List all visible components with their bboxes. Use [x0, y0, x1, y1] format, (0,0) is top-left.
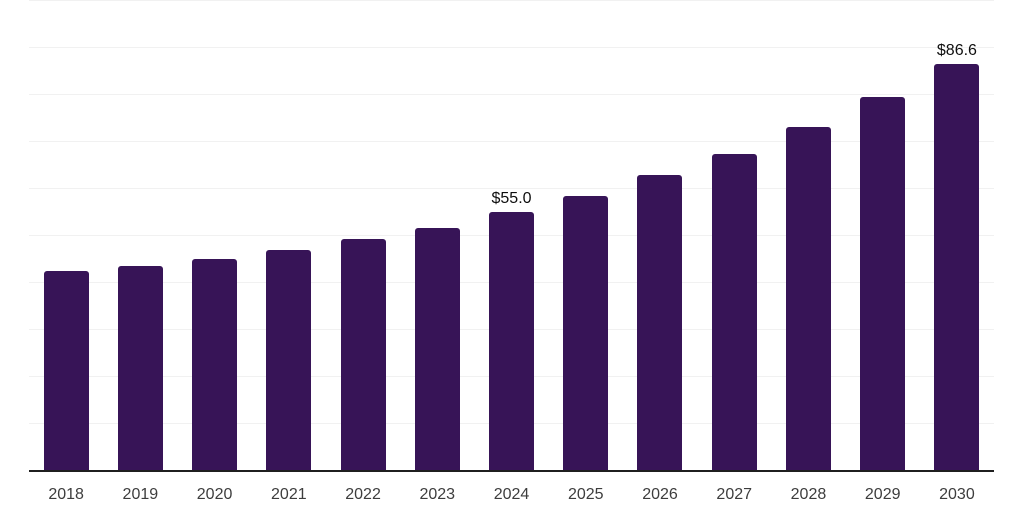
bar-2025 — [563, 196, 609, 471]
x-tick-label-2020: 2020 — [196, 486, 233, 503]
x-tick-label-2024: 2024 — [493, 486, 530, 503]
bar-2020 — [192, 259, 238, 471]
x-tick-label-2018: 2018 — [48, 486, 84, 503]
bar-slot-2027 — [697, 1, 771, 471]
bar-2027 — [711, 154, 757, 471]
bar-slot-2030: $86.6 — [920, 1, 994, 471]
bar-slot-2029 — [846, 1, 920, 471]
bar-2030 — [934, 64, 980, 471]
bar-2028 — [785, 127, 831, 471]
bar-2024 — [489, 212, 535, 471]
plot-area: $55.0 $86.6 — [29, 0, 994, 472]
bar-slot-2028 — [771, 1, 845, 471]
x-tick-label-2022: 2022 — [345, 486, 381, 503]
bar-slot-2023 — [400, 1, 474, 471]
bar-series: $55.0 $86.6 — [29, 1, 994, 471]
bar-slot-2021 — [252, 1, 326, 471]
x-tick-label-2028: 2028 — [790, 486, 827, 503]
bar-2029 — [860, 97, 906, 471]
x-tick-label-2019: 2019 — [122, 486, 159, 503]
bar-slot-2026 — [623, 1, 697, 471]
x-axis-line — [29, 470, 994, 472]
bar-slot-2024: $55.0 — [474, 1, 548, 471]
bar-slot-2025 — [549, 1, 623, 471]
x-tick-label-2030: 2030 — [939, 486, 975, 503]
bar-value-label: $55.0 — [491, 190, 532, 207]
x-tick-label-2025: 2025 — [567, 486, 604, 503]
bar-slot-2020 — [177, 1, 251, 471]
x-tick-label-2021: 2021 — [271, 486, 307, 503]
bar-2021 — [266, 250, 312, 471]
x-tick-label-2023: 2023 — [419, 486, 456, 503]
bar-slot-2018 — [29, 1, 103, 471]
x-tick-label-2029: 2029 — [864, 486, 901, 503]
bar-2018 — [43, 271, 89, 471]
bar-2023 — [414, 228, 460, 471]
bar-2019 — [117, 266, 163, 471]
gridline-y-80 — [29, 94, 994, 95]
x-axis-tick-labels: 2018 2019 2020 2021 2022 2023 2024 2025 2026 2027… — [29, 485, 994, 504]
bar-slot-2019 — [103, 1, 177, 471]
x-tick-label-2026: 2026 — [642, 486, 678, 503]
bar-2026 — [637, 175, 683, 471]
gridline-y-60 — [29, 188, 994, 189]
bar-2022 — [340, 239, 386, 471]
gridline-y-90 — [29, 47, 994, 48]
gridline-y-100 — [29, 0, 994, 1]
bar-value-label: $86.6 — [936, 42, 977, 59]
bar-slot-2022 — [326, 1, 400, 471]
x-tick-label-2027: 2027 — [716, 486, 753, 503]
gridline-y-70 — [29, 141, 994, 142]
